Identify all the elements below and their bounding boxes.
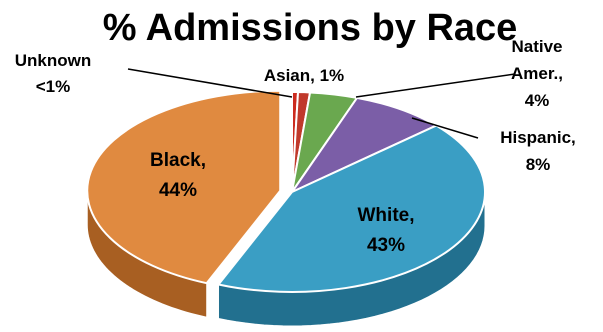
data-label-line: White, (358, 205, 415, 226)
pie-slices (86, 89, 486, 293)
data-label-line: Asian, 1% (264, 66, 344, 85)
data-label-line: Unknown (15, 51, 92, 70)
data-label-line: 4% (525, 91, 550, 110)
data-label-black: Black, 44% (150, 150, 206, 201)
data-label-unknown: Unknown <1% (15, 51, 92, 96)
data-label-line: 44% (159, 180, 197, 201)
slice-black (86, 89, 282, 285)
data-label-hispanic: Hispanic, 8% (500, 128, 576, 174)
slice-white (216, 124, 486, 293)
data-label-line: Amer., (511, 64, 563, 83)
data-label-line: Hispanic, (500, 128, 576, 147)
data-label-line: 8% (526, 155, 551, 174)
data-label-line: Native (511, 37, 562, 56)
chart-title: % Admissions by Race (103, 7, 518, 49)
data-label-line: 43% (367, 235, 405, 256)
leader-line-native-amer (355, 73, 516, 98)
data-label-native-amer: Native Amer., 4% (511, 37, 563, 110)
leader-line-hispanic (411, 117, 479, 139)
data-labels: Unknown <1% Asian, 1% Native Amer., 4% Hispani… (15, 37, 576, 256)
data-label-white: White, 43% (358, 205, 415, 256)
data-label-line: Black, (150, 150, 206, 171)
leader-lines (127, 68, 516, 139)
data-label-line: <1% (36, 77, 71, 96)
leader-line-unknown (127, 68, 293, 98)
data-label-asian: Asian, 1% (264, 66, 344, 85)
